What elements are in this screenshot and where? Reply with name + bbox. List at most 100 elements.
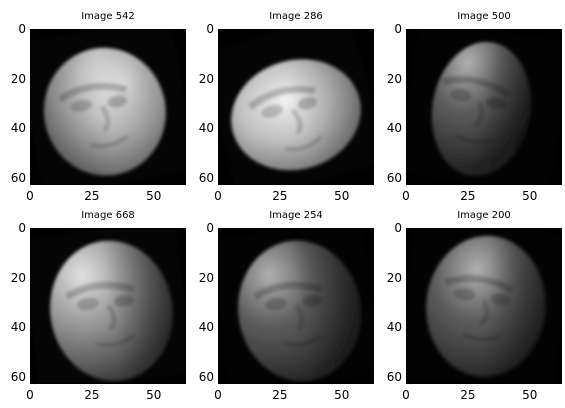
y-tick-label: 20: [10, 270, 26, 285]
x-tick-label: 25: [84, 189, 100, 203]
x-tick-label: 50: [146, 189, 162, 203]
x-tick-label: 0: [214, 388, 222, 402]
left-eye-shadow: [265, 297, 287, 310]
face-image: [30, 29, 186, 185]
y-tick-label: 40: [386, 320, 402, 335]
left-eye-shadow: [77, 297, 99, 310]
y-tick-label: 0: [18, 22, 26, 36]
y-tick-label: 60: [10, 369, 26, 384]
y-tick-label: 60: [386, 170, 402, 185]
y-tick-label: 0: [18, 221, 26, 235]
y-tick-label: 60: [386, 369, 402, 384]
x-tick-label: 0: [402, 189, 410, 203]
y-tick-label: 0: [206, 221, 214, 235]
ambient-light: [406, 29, 562, 185]
y-tick-label: 0: [394, 22, 402, 36]
y-tick-label: 0: [206, 22, 214, 36]
x-tick-label: 50: [146, 388, 162, 402]
plot-frame: [406, 29, 562, 185]
face-image: [218, 29, 374, 185]
x-tick-label: 50: [522, 388, 538, 402]
x-tick-label: 25: [272, 189, 288, 203]
brow-shadow: [58, 82, 128, 103]
y-tick-label: 60: [198, 369, 214, 384]
x-tick-label: 50: [334, 189, 350, 203]
plot-frame: [406, 228, 562, 384]
right-eye-shadow: [490, 293, 511, 306]
ambient-light: [30, 29, 186, 185]
x-tick-label: 0: [26, 388, 34, 402]
brow-shadow: [247, 85, 316, 110]
left-eye-shadow: [70, 99, 93, 112]
y-tick-label: 40: [198, 320, 214, 335]
x-tick-label: 25: [460, 189, 476, 203]
plot-frame: [30, 228, 186, 384]
mouth-shadow: [454, 132, 495, 144]
brow-shadow: [252, 281, 323, 300]
face-image: [406, 29, 562, 185]
right-eye-shadow: [107, 95, 128, 108]
plot-area: [406, 228, 562, 384]
left-eye-shadow: [450, 88, 472, 102]
y-tick-label: 40: [10, 320, 26, 335]
x-tick-label: 0: [26, 189, 34, 203]
ambient-light: [218, 228, 374, 384]
nose-shadow: [106, 303, 117, 332]
y-tick-label: 20: [386, 270, 402, 285]
right-eye-shadow: [301, 294, 322, 307]
plot-frame: [30, 29, 186, 185]
nose-shadow: [294, 303, 305, 332]
x-tick-label: 0: [214, 189, 222, 203]
mouth-shadow: [284, 135, 323, 152]
brow-shadow: [442, 75, 511, 99]
right-eye-shadow: [113, 294, 134, 307]
mouth-shadow: [462, 332, 502, 342]
nose-shadow: [290, 107, 303, 135]
mouth-shadow: [283, 334, 323, 347]
x-tick-label: 25: [84, 388, 100, 402]
mouth-shadow: [89, 134, 129, 148]
y-tick-label: 20: [198, 270, 214, 285]
ambient-light: [218, 29, 374, 185]
left-eye-shadow: [453, 288, 476, 301]
y-tick-label: 60: [198, 170, 214, 185]
ambient-light: [406, 228, 562, 384]
plot-area: [30, 228, 186, 384]
plot-frame: [218, 29, 374, 185]
nose-shadow: [99, 104, 111, 132]
y-tick-label: 40: [10, 121, 26, 136]
ambient-light: [30, 228, 186, 384]
face-image: [30, 228, 186, 384]
panel-title: Image 254: [269, 210, 323, 221]
face-image: [218, 228, 374, 384]
y-tick-label: 20: [198, 71, 214, 86]
left-eye-shadow: [261, 104, 283, 118]
right-eye-shadow: [297, 96, 318, 110]
nose-shadow: [472, 101, 484, 128]
x-tick-label: 25: [272, 388, 288, 402]
y-tick-label: 20: [10, 71, 26, 86]
plot-area: [218, 29, 374, 185]
panel-title: Image 286: [269, 11, 323, 22]
plot-area: [218, 228, 374, 384]
plot-area: [406, 29, 562, 185]
x-tick-label: 25: [460, 388, 476, 402]
panel-title: Image 500: [457, 11, 511, 22]
brow-shadow: [444, 274, 514, 294]
brow-shadow: [64, 281, 135, 300]
y-tick-label: 20: [386, 71, 402, 86]
mouth-shadow: [95, 334, 135, 347]
panel-title: Image 668: [81, 210, 135, 221]
y-tick-label: 40: [198, 121, 214, 136]
panel-title: Image 542: [81, 11, 135, 22]
x-tick-label: 50: [334, 388, 350, 402]
y-tick-label: 40: [386, 121, 402, 136]
x-tick-label: 0: [402, 388, 410, 402]
x-tick-label: 50: [522, 189, 538, 203]
panel-title: Image 200: [457, 210, 511, 221]
plot-area: [30, 29, 186, 185]
y-tick-label: 60: [10, 170, 26, 185]
y-tick-label: 0: [394, 221, 402, 235]
right-eye-shadow: [486, 96, 506, 110]
